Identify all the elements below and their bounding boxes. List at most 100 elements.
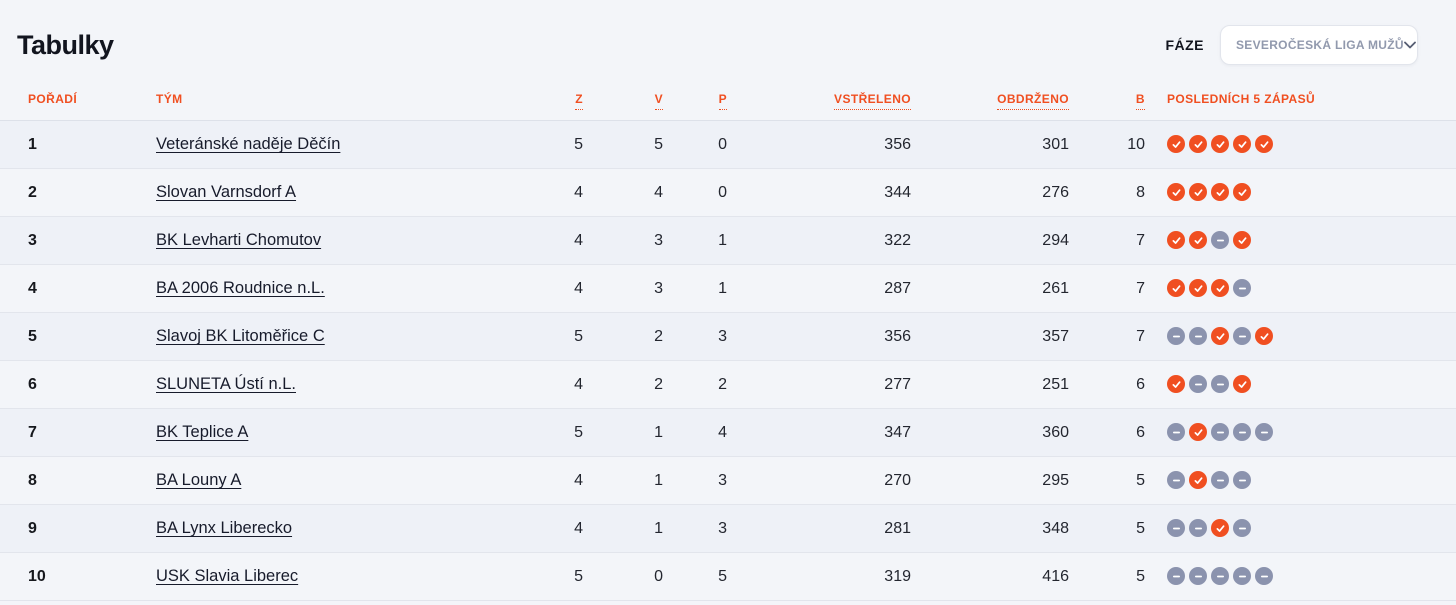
standings-table: POŘADÍ TÝM Z V P VSTŘELENO OBDRŽENO B PO… — [0, 84, 1456, 601]
phase-dropdown-value: SEVEROČESKÁ LIGA MUŽŮ — [1236, 38, 1404, 52]
team-link[interactable]: Veteránské naděje Děčín — [156, 135, 341, 153]
team-cell: USK Slavia Liberec — [156, 552, 547, 601]
rank-cell: 7 — [0, 408, 156, 457]
check-circle-icon — [1233, 231, 1251, 250]
points-cell: 6 — [1069, 408, 1145, 457]
conceded-cell: 294 — [911, 216, 1069, 265]
check-circle-icon — [1189, 135, 1207, 154]
last5-cell — [1145, 360, 1456, 409]
table-row: 1 Veteránské naděje Děčín 5 5 0 356 301 … — [0, 120, 1456, 169]
conceded-cell: 295 — [911, 456, 1069, 505]
scored-cell: 277 — [727, 360, 911, 409]
minus-circle-icon — [1211, 471, 1229, 490]
scored-cell: 344 — [727, 168, 911, 217]
check-circle-icon — [1211, 135, 1229, 154]
column-header-scored[interactable]: VSTŘELENO — [727, 84, 911, 121]
column-header-wins[interactable]: V — [583, 84, 663, 121]
minus-circle-icon — [1211, 375, 1229, 394]
column-header-losses[interactable]: P — [663, 84, 727, 121]
points-cell: 8 — [1069, 168, 1145, 217]
team-cell: BK Teplice A — [156, 408, 547, 457]
rank-cell: 9 — [0, 504, 156, 553]
minus-circle-icon — [1167, 423, 1185, 442]
column-header-conceded[interactable]: OBDRŽENO — [911, 84, 1069, 121]
minus-circle-icon — [1189, 519, 1207, 538]
last5-cell — [1145, 120, 1456, 169]
wins-cell: 0 — [583, 552, 663, 601]
losses-cell: 0 — [663, 168, 727, 217]
games-cell: 5 — [547, 312, 583, 361]
minus-circle-icon — [1211, 231, 1229, 250]
team-cell: BK Levharti Chomutov — [156, 216, 547, 265]
rank-cell: 3 — [0, 216, 156, 265]
last5-cell — [1145, 408, 1456, 457]
team-link[interactable]: BK Teplice A — [156, 423, 249, 441]
team-cell: Veteránské naděje Děčín — [156, 120, 547, 169]
column-header-rank: POŘADÍ — [0, 84, 156, 121]
losses-cell: 1 — [663, 264, 727, 313]
conceded-cell: 416 — [911, 552, 1069, 601]
minus-circle-icon — [1167, 519, 1185, 538]
wins-cell: 3 — [583, 264, 663, 313]
wins-cell: 1 — [583, 504, 663, 553]
team-link[interactable]: Slovan Varnsdorf A — [156, 183, 297, 201]
team-cell: BA 2006 Roudnice n.L. — [156, 264, 547, 313]
minus-circle-icon — [1255, 567, 1273, 586]
table-header: POŘADÍ TÝM Z V P VSTŘELENO OBDRŽENO B PO… — [0, 84, 1456, 121]
minus-circle-icon — [1233, 567, 1251, 586]
points-cell: 10 — [1069, 120, 1145, 169]
chevron-down-icon — [1403, 41, 1416, 49]
team-cell: SLUNETA Ústí n.L. — [156, 360, 547, 409]
team-link[interactable]: BA Louny A — [156, 471, 242, 489]
points-cell: 5 — [1069, 552, 1145, 601]
losses-cell: 4 — [663, 408, 727, 457]
games-cell: 4 — [547, 456, 583, 505]
games-cell: 5 — [547, 552, 583, 601]
minus-circle-icon — [1167, 471, 1185, 490]
check-circle-icon — [1211, 279, 1229, 298]
minus-circle-icon — [1233, 279, 1251, 298]
check-circle-icon — [1211, 183, 1229, 202]
check-circle-icon — [1167, 279, 1185, 298]
team-link[interactable]: Slavoj BK Litoměřice C — [156, 327, 325, 345]
check-circle-icon — [1189, 471, 1207, 490]
team-link[interactable]: BA Lynx Liberecko — [156, 519, 293, 537]
losses-cell: 3 — [663, 312, 727, 361]
team-link[interactable]: SLUNETA Ústí n.L. — [156, 375, 296, 393]
scored-cell: 287 — [727, 264, 911, 313]
top-bar: Tabulky FÁZE SEVEROČESKÁ LIGA MUŽŮ — [0, 0, 1456, 84]
check-circle-icon — [1167, 135, 1185, 154]
phase-dropdown[interactable]: SEVEROČESKÁ LIGA MUŽŮ — [1220, 25, 1418, 65]
minus-circle-icon — [1233, 423, 1251, 442]
last5-cell — [1145, 552, 1456, 601]
scored-cell: 356 — [727, 120, 911, 169]
wins-cell: 4 — [583, 168, 663, 217]
check-circle-icon — [1233, 375, 1251, 394]
losses-cell: 0 — [663, 120, 727, 169]
wins-cell: 1 — [583, 456, 663, 505]
games-cell: 5 — [547, 120, 583, 169]
minus-circle-icon — [1211, 567, 1229, 586]
check-circle-icon — [1189, 183, 1207, 202]
games-cell: 4 — [547, 360, 583, 409]
conceded-cell: 276 — [911, 168, 1069, 217]
table-row: 7 BK Teplice A 5 1 4 347 360 6 — [0, 408, 1456, 457]
losses-cell: 1 — [663, 216, 727, 265]
conceded-cell: 261 — [911, 264, 1069, 313]
conceded-cell: 348 — [911, 504, 1069, 553]
check-circle-icon — [1167, 375, 1185, 394]
table-row: 2 Slovan Varnsdorf A 4 4 0 344 276 8 — [0, 168, 1456, 217]
points-cell: 7 — [1069, 264, 1145, 313]
wins-cell: 3 — [583, 216, 663, 265]
team-link[interactable]: BA 2006 Roudnice n.L. — [156, 279, 325, 297]
last5-cell — [1145, 504, 1456, 553]
team-link[interactable]: USK Slavia Liberec — [156, 567, 299, 585]
team-cell: BA Louny A — [156, 456, 547, 505]
minus-circle-icon — [1167, 327, 1185, 346]
games-cell: 5 — [547, 408, 583, 457]
minus-circle-icon — [1167, 567, 1185, 586]
column-header-games[interactable]: Z — [547, 84, 583, 121]
team-link[interactable]: BK Levharti Chomutov — [156, 231, 322, 249]
column-header-points[interactable]: B — [1069, 84, 1145, 121]
minus-circle-icon — [1211, 423, 1229, 442]
